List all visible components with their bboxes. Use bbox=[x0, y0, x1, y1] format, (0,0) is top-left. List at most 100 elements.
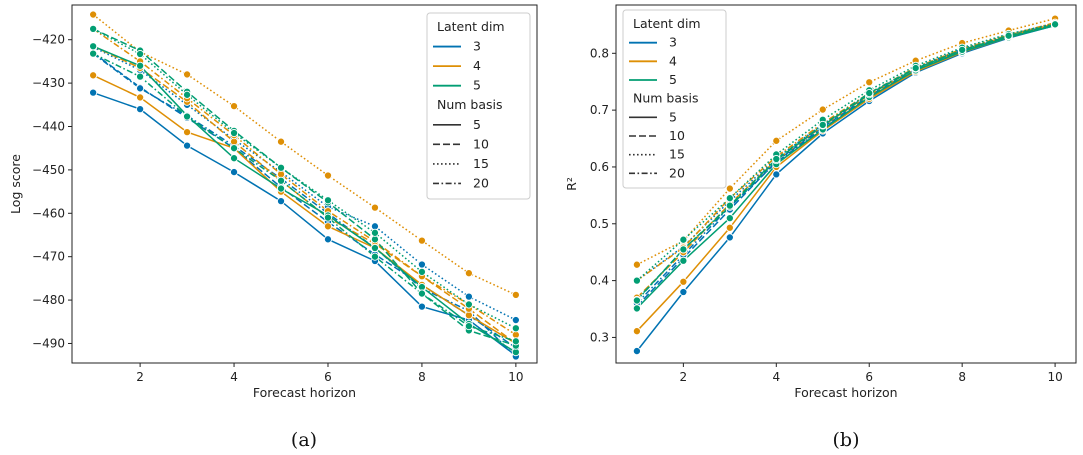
data-point bbox=[1004, 31, 1013, 40]
data-point bbox=[417, 302, 426, 311]
chart-b: 2 4 6 8 10 0.3 0.4 0.5 0.6 0.7 0.8 Forecast horizon… bbox=[564, 4, 1077, 451]
data-point bbox=[276, 163, 286, 172]
x-tick-label: 10 bbox=[1047, 370, 1062, 384]
legend-item-label: 15 bbox=[669, 147, 685, 162]
legend-hue-title: Latent dim bbox=[437, 19, 505, 34]
data-point bbox=[725, 194, 734, 203]
data-point bbox=[865, 89, 874, 98]
data-point bbox=[464, 269, 473, 278]
data-point bbox=[417, 260, 426, 269]
legend-item-label: 3 bbox=[473, 39, 481, 54]
data-point bbox=[136, 61, 145, 70]
data-point bbox=[464, 322, 473, 331]
legend: Latent dim 3 4 5 Num basis 5 10 15 20 bbox=[426, 12, 531, 200]
data-point bbox=[725, 214, 734, 223]
data-point bbox=[511, 290, 520, 299]
series-line-dim5-basis20 bbox=[92, 52, 517, 343]
data-point bbox=[818, 120, 827, 129]
data-point bbox=[89, 88, 98, 97]
data-point bbox=[89, 71, 98, 80]
data-point bbox=[679, 245, 688, 254]
data-point bbox=[183, 112, 192, 121]
data-point bbox=[417, 236, 426, 245]
y-tick-label: −420 bbox=[32, 33, 65, 47]
legend-item-label: 5 bbox=[473, 78, 481, 93]
data-point bbox=[276, 197, 286, 206]
legend-item-label: 3 bbox=[669, 35, 677, 50]
legend-box bbox=[622, 9, 727, 189]
y-tick-label: −460 bbox=[32, 206, 65, 220]
data-point bbox=[632, 296, 641, 305]
data-point bbox=[276, 137, 286, 146]
data-point bbox=[136, 49, 145, 59]
data-point bbox=[632, 327, 641, 336]
series-group bbox=[632, 14, 1060, 356]
data-point bbox=[89, 10, 98, 19]
x-tick-label: 6 bbox=[324, 370, 332, 384]
series-line-dim3-basis10 bbox=[636, 23, 1056, 307]
data-point bbox=[632, 347, 641, 356]
data-point bbox=[772, 170, 781, 179]
series-line-dim5-basis10 bbox=[636, 24, 1056, 301]
y-tick-label: 0.6 bbox=[590, 160, 609, 174]
data-point bbox=[229, 144, 239, 153]
data-point bbox=[183, 90, 192, 99]
panel-caption: (b) bbox=[833, 429, 860, 451]
x-tick-label: 6 bbox=[865, 370, 873, 384]
legend-item-label: 15 bbox=[473, 156, 489, 171]
legend-item-label: 5 bbox=[473, 117, 481, 132]
data-point bbox=[911, 64, 920, 73]
y-tick-label: −440 bbox=[32, 120, 65, 134]
data-point bbox=[229, 128, 239, 138]
data-point bbox=[370, 228, 380, 237]
data-point bbox=[323, 196, 333, 205]
data-point bbox=[679, 235, 688, 244]
legend-item-label: 5 bbox=[669, 72, 677, 87]
data-point bbox=[679, 256, 688, 265]
series-line-dim5-basis5 bbox=[636, 24, 1056, 309]
data-point bbox=[136, 84, 145, 93]
x-tick-label: 4 bbox=[772, 370, 780, 384]
data-point bbox=[1051, 20, 1060, 29]
x-tick-label: 8 bbox=[418, 370, 426, 384]
data-point bbox=[183, 128, 192, 137]
data-point bbox=[772, 154, 781, 164]
x-axis-label: Forecast horizon bbox=[794, 385, 897, 400]
y-tick-label: −480 bbox=[32, 293, 65, 307]
data-point bbox=[464, 300, 473, 309]
data-point bbox=[725, 184, 734, 193]
legend-item-label: 20 bbox=[473, 175, 489, 190]
series-line-dim5-basis15 bbox=[636, 23, 1056, 282]
data-point bbox=[136, 93, 145, 102]
data-point bbox=[679, 277, 688, 286]
y-tick-label: −430 bbox=[32, 76, 65, 90]
series-line-dim5-basis10 bbox=[92, 28, 517, 347]
x-tick-label: 4 bbox=[230, 370, 238, 384]
y-tick-label: 0.5 bbox=[590, 217, 609, 231]
data-point bbox=[183, 141, 192, 150]
legend-style-title: Num basis bbox=[633, 91, 699, 106]
x-tick-label: 2 bbox=[680, 370, 688, 384]
data-point bbox=[865, 78, 874, 87]
panel-caption: (a) bbox=[291, 429, 317, 451]
series-line-dim3-basis5 bbox=[92, 91, 517, 357]
data-point bbox=[632, 304, 641, 313]
legend-item-label: 20 bbox=[669, 165, 685, 180]
legend-item-label: 4 bbox=[669, 53, 677, 68]
data-point bbox=[632, 260, 641, 269]
data-point bbox=[679, 287, 688, 297]
data-point bbox=[89, 49, 98, 58]
legend-hue-title: Latent dim bbox=[633, 16, 701, 31]
series-line-dim5-basis20 bbox=[636, 23, 1056, 302]
data-point bbox=[725, 201, 734, 210]
chart-a: 2 4 6 8 10 −420 −430 −440 −450 −460 −470 −480 −490 Fo… bbox=[8, 4, 538, 451]
y-tick-label: 0.3 bbox=[590, 330, 609, 344]
legend-item-label: 10 bbox=[669, 128, 685, 143]
series-line-dim3-basis5 bbox=[636, 24, 1056, 352]
data-point bbox=[89, 42, 98, 51]
legend-item-label: 5 bbox=[669, 109, 677, 124]
data-point bbox=[725, 223, 734, 232]
data-point bbox=[229, 154, 239, 163]
data-point bbox=[136, 105, 145, 114]
series-line-dim3-basis15 bbox=[92, 46, 517, 321]
